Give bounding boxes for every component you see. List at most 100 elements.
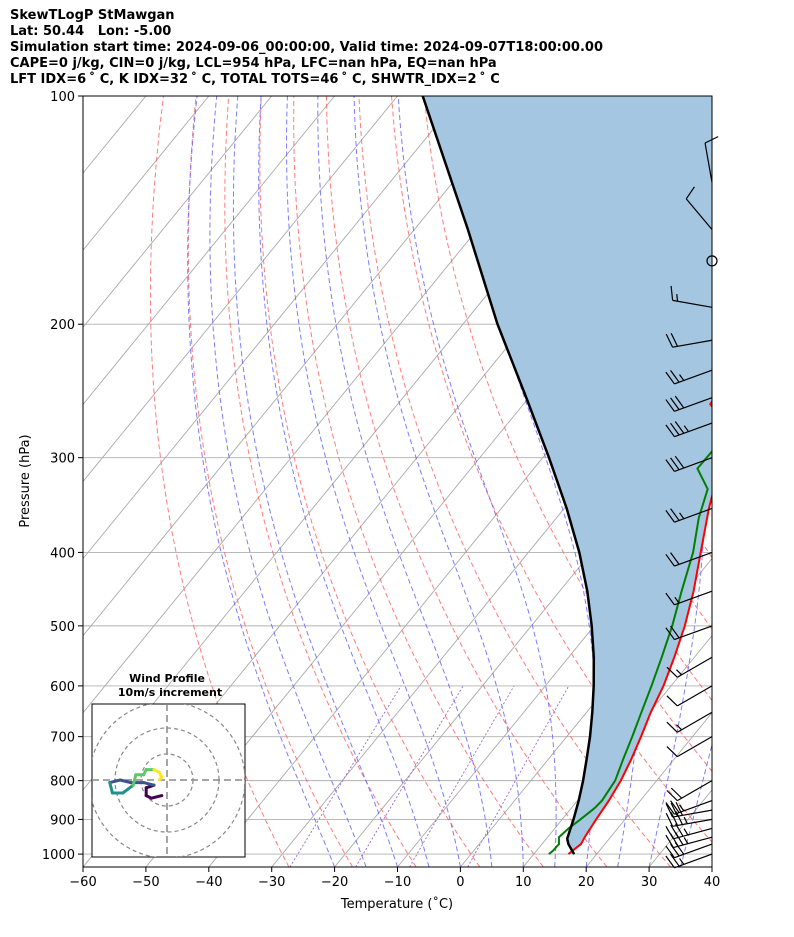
barb-flag — [665, 802, 675, 815]
barb-flag — [666, 746, 678, 758]
barb-shaft — [674, 457, 713, 472]
wind-barb — [666, 711, 713, 733]
cape-cin-fill — [422, 96, 712, 855]
wind-barb — [670, 285, 713, 308]
x-tick-label: −20 — [321, 875, 348, 890]
y-tick-label: 900 — [50, 813, 75, 828]
isotherm-line — [83, 96, 84, 97]
barb-flag — [670, 625, 680, 639]
x-tick-label: 20 — [578, 875, 595, 890]
barb-flag — [665, 855, 675, 869]
barb-shaft — [677, 780, 713, 802]
dry-adiabat — [783, 96, 794, 867]
dry-adiabat — [149, 96, 290, 867]
wind-barb — [665, 625, 713, 641]
temperature-line — [567, 399, 712, 855]
mixing-ratio-line — [289, 685, 402, 867]
barb-flag — [670, 285, 674, 301]
moist-adiabat — [187, 96, 336, 867]
dry-adiabat — [358, 96, 671, 867]
barb-flag — [665, 553, 675, 567]
x-tick-label: 30 — [641, 875, 658, 890]
wind-barb — [665, 395, 713, 412]
barb-shaft — [672, 299, 713, 308]
wind-barb — [665, 507, 713, 523]
mixing-ratio-line — [467, 685, 570, 867]
wind-barb — [665, 842, 713, 859]
isotherm-line — [83, 96, 461, 560]
wind-barb — [666, 780, 713, 802]
mixing-ratio-line — [409, 685, 515, 867]
x-tick-label: 40 — [704, 875, 721, 890]
wind-barb — [665, 590, 713, 606]
barb-flag — [665, 812, 674, 827]
x-tick-label: −40 — [195, 875, 222, 890]
chart-header: SkewTLogP StMawgan Lat: 50.44 Lon: -5.00… — [10, 8, 603, 88]
barb-half-flag — [676, 724, 683, 731]
barb-flag — [670, 397, 680, 410]
barb-shaft — [685, 198, 713, 230]
barb-half-flag — [679, 804, 685, 812]
barb-shaft — [673, 836, 713, 849]
wind-barb — [665, 332, 713, 348]
mixing-ratio-line — [355, 685, 464, 867]
barb-flag — [665, 627, 675, 640]
dry-adiabat — [750, 96, 794, 867]
isotherm-line — [585, 712, 712, 867]
hodograph-segment — [142, 781, 156, 787]
hodograph-segment — [131, 773, 138, 787]
barb-half-flag — [676, 669, 683, 676]
y-tick-label: 600 — [50, 680, 75, 695]
isotherm-line — [83, 96, 335, 406]
dry-adiabat — [224, 96, 417, 867]
barb-half-flag — [683, 816, 688, 825]
barb-flag — [670, 824, 679, 838]
wind-barb — [685, 186, 713, 230]
wind-barbs — [665, 136, 719, 869]
wind-barb — [706, 255, 718, 267]
barb-flag — [670, 552, 680, 565]
dry-adiabat — [717, 96, 794, 867]
y-axis-label: Pressure (hPa) — [18, 434, 33, 527]
hodograph-segment — [157, 775, 164, 782]
barb-flag — [665, 803, 674, 818]
hodograph-segment — [118, 778, 133, 785]
x-tick-label: −30 — [258, 875, 285, 890]
barb-flag — [665, 371, 675, 385]
time-line: Simulation start time: 2024-09-06_00:00:… — [10, 40, 603, 55]
x-tick-label: −10 — [384, 875, 411, 890]
isotherm-line — [83, 96, 398, 483]
wind-barb — [666, 685, 713, 707]
barb-half-flag — [674, 596, 680, 604]
location-line: Lat: 50.44 Lon: -5.00 — [10, 24, 172, 39]
moist-adiabat — [317, 96, 493, 867]
wind-barb — [666, 656, 713, 678]
barb-flag — [665, 845, 675, 859]
barb-shaft — [674, 369, 713, 385]
dry-adiabat — [391, 96, 712, 843]
barb-flag — [675, 801, 683, 816]
x-axis-label: Temperature (˚C) — [340, 896, 453, 912]
y-tick-label: 1000 — [42, 848, 75, 863]
barb-shaft — [674, 507, 713, 523]
moist-adiabat — [711, 865, 712, 867]
barb-flag — [670, 508, 680, 521]
barb-shaft — [704, 142, 713, 183]
barb-flag — [665, 509, 675, 523]
x-tick-label: −50 — [132, 875, 159, 890]
barb-flag — [670, 332, 679, 347]
barb-shaft — [672, 809, 713, 818]
isotherm-line — [83, 96, 273, 329]
barb-flag — [670, 812, 679, 826]
y-tick-label: 200 — [50, 318, 75, 333]
x-tick-label: −60 — [69, 875, 96, 890]
barb-flag — [665, 333, 674, 348]
axes: −60 −50 −40 −30 −20 −10 0 10 20 30 40 100 200 300 400 5… — [42, 90, 720, 890]
moist-adiabat — [209, 96, 367, 867]
barb-flag — [674, 421, 685, 434]
barb-half-flag — [679, 858, 685, 865]
barb-flag — [665, 825, 674, 840]
barb-shaft — [674, 625, 713, 641]
cin-fill-area — [422, 96, 712, 855]
